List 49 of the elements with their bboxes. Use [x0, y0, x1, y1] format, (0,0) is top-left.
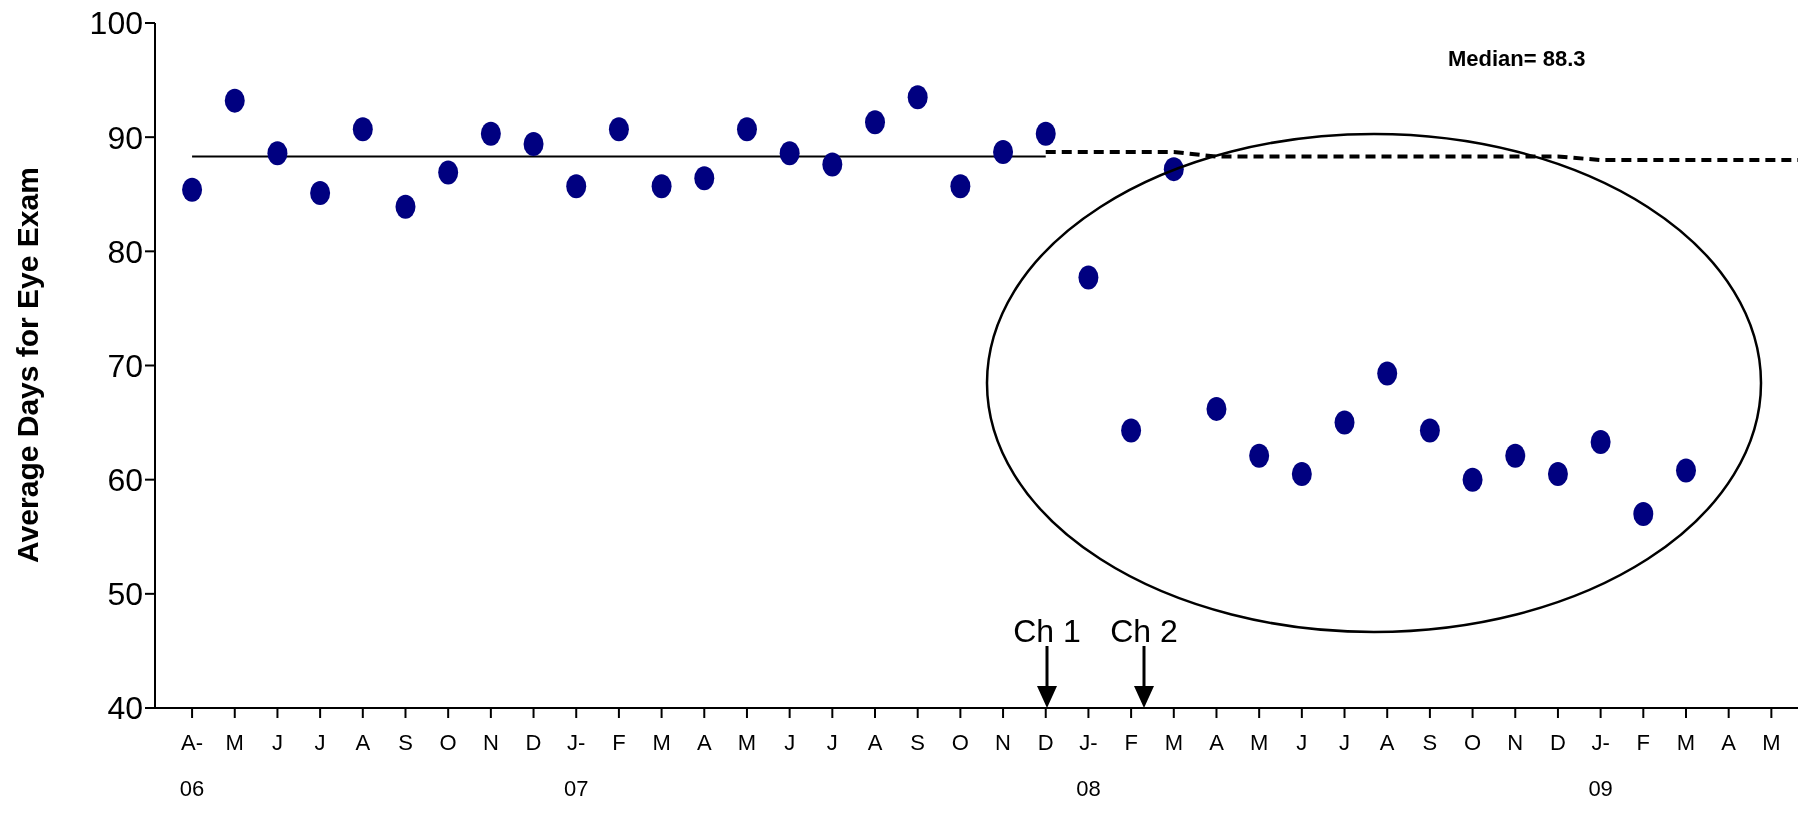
annotation: Ch 2	[1110, 613, 1178, 649]
x-tick-label: J	[271, 730, 283, 755]
y-tick-label: 90	[107, 119, 143, 156]
x-tick-label: M	[225, 730, 244, 755]
x-tick-label: A- 06	[179, 730, 205, 801]
x-tick-label: N	[1507, 730, 1524, 755]
x-tick-label: D	[525, 730, 542, 755]
x-tick-label: S	[910, 730, 926, 755]
x-tick-label: J	[826, 730, 838, 755]
x-tick-label: M	[1249, 730, 1269, 755]
x-tick-label: J	[314, 730, 326, 755]
y-tick-label: 80	[107, 233, 143, 270]
x-tick-label: O	[1464, 730, 1482, 755]
x-tick-label: D	[1550, 730, 1566, 755]
x-tick-label: S	[1422, 730, 1438, 755]
x-tick-label: J	[784, 730, 796, 755]
x-tick-label: M	[1762, 730, 1781, 755]
x-tick-label: M	[737, 730, 757, 755]
x-tick-label: A	[867, 730, 883, 755]
y-axis-title: Average Days for Eye Exam	[11, 167, 44, 563]
x-tick-label: F	[612, 730, 626, 755]
y-tick-label: 70	[107, 347, 143, 384]
x-tick-label: M	[1164, 730, 1183, 755]
x-tick-label: J- 08	[1076, 730, 1101, 801]
x-tick-label: A	[696, 730, 712, 755]
x-tick-label: A	[355, 730, 371, 755]
x-tick-label: A	[1209, 730, 1225, 755]
x-tick-label: O	[439, 730, 457, 755]
y-tick-label: 100	[89, 5, 143, 42]
x-tick-label: N	[482, 730, 499, 755]
x-tick-label: J	[1339, 730, 1351, 755]
x-tick-label: A	[1721, 730, 1737, 755]
x-tick-label: O	[951, 730, 969, 755]
x-tick-label: M	[652, 730, 671, 755]
x-tick-label: D	[1037, 730, 1054, 755]
y-tick-label: 60	[107, 462, 143, 499]
annotation: Ch 1	[1013, 613, 1081, 649]
x-tick-label: S	[398, 730, 413, 755]
x-tick-label: M	[1676, 730, 1696, 755]
annotation: Median= 88.3	[1448, 46, 1586, 72]
y-tick-label: 40	[107, 690, 143, 727]
x-tick-label: J	[1296, 730, 1308, 755]
x-tick-label: J- 09	[1588, 730, 1613, 801]
x-tick-label: F	[1636, 730, 1651, 755]
y-tick-label: 50	[107, 576, 143, 613]
x-tick-label: J- 07	[563, 730, 589, 801]
x-tick-label: A	[1379, 730, 1395, 755]
x-tick-label: F	[1124, 730, 1138, 755]
x-tick-label: N	[995, 730, 1011, 755]
